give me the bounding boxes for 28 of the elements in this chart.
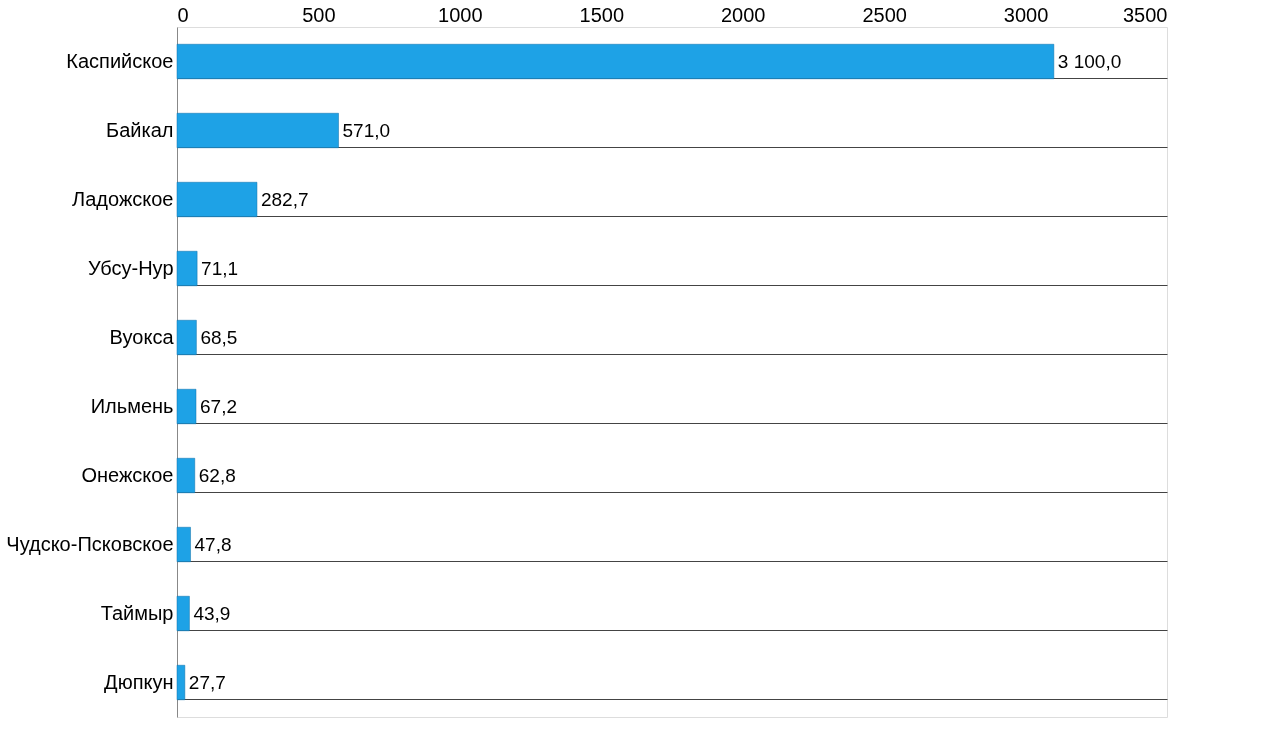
data-label: 62,8 [198, 464, 236, 486]
data-label: 571,0 [342, 119, 391, 141]
y-tick-label: Убсу-Нур [88, 256, 174, 279]
data-label: 27,7 [188, 671, 226, 693]
data-label: 68,5 [200, 326, 238, 348]
x-tick-label: 2000 [720, 3, 766, 26]
y-tick-label: Байкал [106, 118, 174, 141]
y-tick-label: Ильмень [90, 394, 174, 417]
x-tick-label: 3000 [1003, 3, 1049, 26]
y-tick-label: Чудско-Псковское [6, 532, 174, 555]
data-label: 47,8 [194, 533, 232, 555]
x-tick-label: 0 [177, 3, 189, 26]
data-label: 3 100,0 [1057, 50, 1122, 72]
y-tick-label: Онежское [81, 463, 174, 486]
data-label: 67,2 [200, 395, 237, 417]
x-tick-label: 1000 [438, 3, 483, 26]
x-tick-label: 1500 [579, 3, 625, 26]
y-tick-label: Таймыр [100, 601, 174, 624]
data-label: 71,1 [201, 257, 239, 279]
x-tick-label: 2500 [862, 3, 907, 26]
data-label: 282,7 [260, 188, 309, 210]
y-tick-label: Каспийское [66, 49, 174, 72]
data-label: 43,9 [193, 602, 231, 624]
y-tick-label: Вуокса [109, 325, 175, 348]
x-tick-label: 500 [302, 3, 336, 26]
x-tick-label: 3500 [1123, 3, 1168, 26]
y-tick-label: Дюпкун [104, 670, 174, 693]
y-tick-label: Ладожское [72, 187, 174, 210]
